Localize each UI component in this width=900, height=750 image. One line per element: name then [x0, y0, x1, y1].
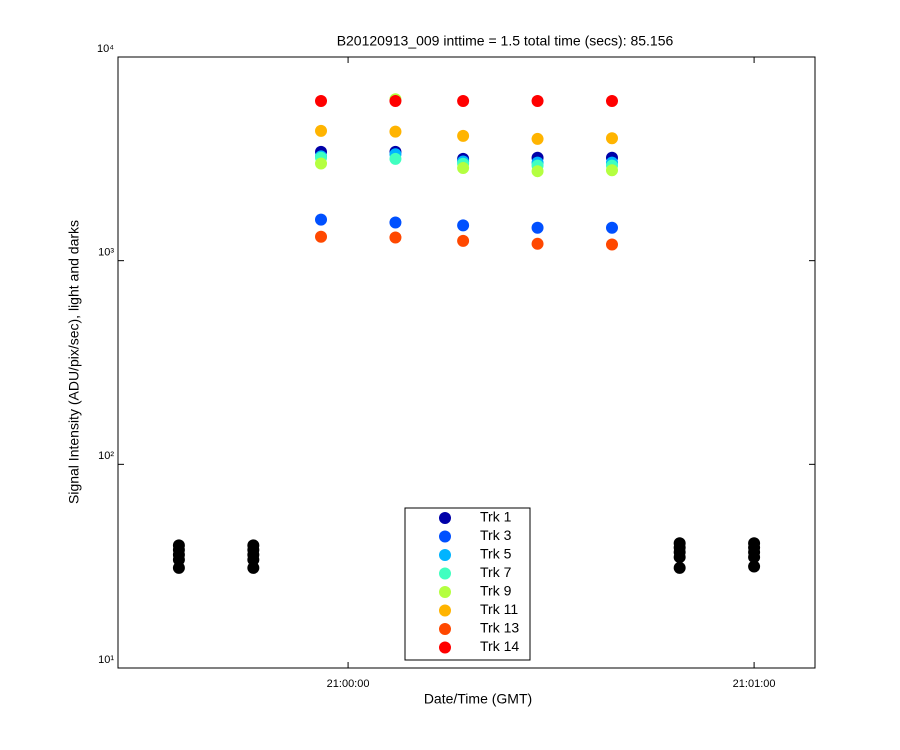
legend-marker — [439, 623, 451, 635]
point — [531, 95, 544, 108]
legend-marker — [439, 586, 451, 598]
legend-label: Trk 11 — [480, 601, 518, 617]
point — [315, 213, 328, 226]
point — [389, 231, 402, 244]
y-tick-label: 10¹ — [98, 654, 114, 666]
legend-marker — [439, 549, 451, 561]
point — [172, 561, 185, 574]
point — [457, 95, 470, 108]
legend-label: Trk 13 — [480, 620, 519, 636]
y-tick-label: 10⁴ — [97, 43, 114, 55]
legend-box — [404, 507, 531, 661]
point — [389, 216, 402, 229]
y-axis-label: Signal Intensity (ADU/pix/sec), light an… — [66, 220, 82, 504]
point — [457, 129, 470, 142]
legend-label: Trk 14 — [480, 638, 519, 654]
chart-title: B20120913_009 inttime = 1.5 total time (… — [337, 33, 674, 49]
x-tick-label: 21:01:00 — [733, 678, 776, 690]
y-tick-label: 10³ — [98, 247, 114, 259]
legend-marker — [439, 604, 451, 617]
plot-frame — [117, 56, 816, 669]
point — [673, 561, 686, 574]
y-tick-label: 10² — [98, 450, 114, 462]
legend-label: Trk 9 — [480, 583, 512, 599]
x-tick-label: 21:00:00 — [327, 678, 370, 690]
x-axis-label: Date/Time (GMT) — [424, 691, 532, 707]
point — [531, 165, 544, 178]
legend-label: Trk 5 — [480, 546, 512, 562]
legend-marker — [439, 641, 451, 654]
point — [457, 234, 470, 247]
point — [748, 560, 761, 573]
point — [605, 95, 618, 108]
point — [673, 551, 686, 564]
legend-label: Trk 3 — [480, 527, 512, 543]
point — [531, 237, 544, 250]
legend-marker — [439, 512, 451, 524]
point — [389, 152, 402, 165]
point — [605, 221, 618, 234]
point — [748, 551, 761, 564]
point — [247, 561, 260, 574]
point — [315, 230, 328, 243]
point — [605, 164, 618, 177]
point — [531, 221, 544, 234]
legend-marker — [439, 567, 451, 580]
point — [389, 95, 402, 108]
point — [389, 125, 402, 138]
point — [315, 95, 328, 108]
legend-label: Trk 7 — [480, 564, 512, 580]
point — [457, 219, 470, 232]
point — [315, 157, 328, 170]
legend-label: Trk 1 — [480, 509, 512, 525]
point — [315, 124, 328, 137]
point — [457, 162, 470, 175]
legend-marker — [439, 530, 451, 543]
point — [605, 132, 618, 145]
point — [605, 238, 618, 251]
point — [531, 132, 544, 145]
